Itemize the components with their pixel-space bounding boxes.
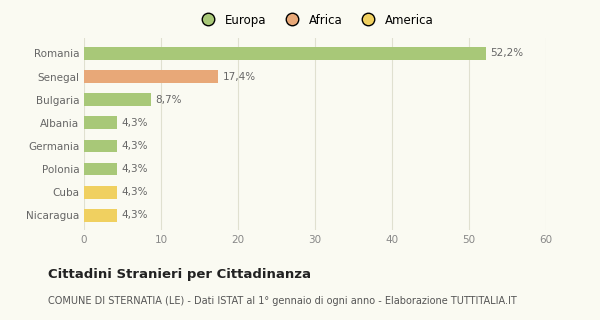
Text: Cittadini Stranieri per Cittadinanza: Cittadini Stranieri per Cittadinanza [48, 268, 311, 281]
Bar [84, 163, 117, 175]
Text: 4,3%: 4,3% [122, 210, 148, 220]
Bar [84, 140, 117, 152]
Text: 52,2%: 52,2% [491, 49, 524, 59]
Text: 4,3%: 4,3% [122, 187, 148, 197]
Text: 4,3%: 4,3% [122, 141, 148, 151]
Bar [84, 93, 151, 106]
Bar [84, 116, 117, 129]
Bar [84, 209, 117, 222]
Text: 4,3%: 4,3% [122, 118, 148, 128]
Bar [84, 70, 218, 83]
Text: 8,7%: 8,7% [155, 95, 182, 105]
Bar [84, 47, 486, 60]
Bar [84, 186, 117, 198]
Legend: Europa, Africa, America: Europa, Africa, America [196, 13, 434, 27]
Text: 17,4%: 17,4% [223, 72, 256, 82]
Text: 4,3%: 4,3% [122, 164, 148, 174]
Text: COMUNE DI STERNATIA (LE) - Dati ISTAT al 1° gennaio di ogni anno - Elaborazione : COMUNE DI STERNATIA (LE) - Dati ISTAT al… [48, 296, 517, 306]
